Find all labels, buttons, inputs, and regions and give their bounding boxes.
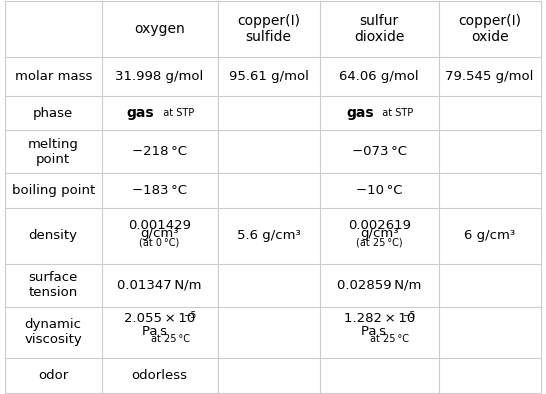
Text: molar mass: molar mass xyxy=(15,70,92,83)
Text: (at 0 °C): (at 0 °C) xyxy=(139,238,180,248)
Text: density: density xyxy=(29,229,78,242)
Text: copper(I)
sulfide: copper(I) sulfide xyxy=(237,14,300,45)
Text: at STP: at STP xyxy=(377,108,414,118)
Text: 2.055 × 10: 2.055 × 10 xyxy=(124,312,195,325)
Text: −073 °C: −073 °C xyxy=(352,145,407,158)
Text: 79.545 g/mol: 79.545 g/mol xyxy=(446,70,534,83)
Text: 0.001429: 0.001429 xyxy=(128,219,191,232)
Text: 64.06 g/mol: 64.06 g/mol xyxy=(340,70,419,83)
Text: 95.61 g/mol: 95.61 g/mol xyxy=(229,70,308,83)
Text: gas: gas xyxy=(346,106,374,120)
Text: −218 °C: −218 °C xyxy=(132,145,187,158)
Text: phase: phase xyxy=(33,107,73,120)
Text: at STP: at STP xyxy=(157,108,194,118)
Text: boiling point: boiling point xyxy=(11,184,95,197)
Text: 31.998 g/mol: 31.998 g/mol xyxy=(115,70,204,83)
Text: melting
point: melting point xyxy=(28,138,79,166)
Text: at 25 °C: at 25 °C xyxy=(151,334,190,344)
Text: copper(I)
oxide: copper(I) oxide xyxy=(458,14,521,45)
Text: 6 g/cm³: 6 g/cm³ xyxy=(464,229,515,242)
Text: at 25 °C: at 25 °C xyxy=(370,334,410,344)
Text: (at 25 °C): (at 25 °C) xyxy=(356,238,402,248)
Text: 0.002619: 0.002619 xyxy=(348,219,411,232)
Text: surface
tension: surface tension xyxy=(28,271,78,299)
Text: 0.01347 N/m: 0.01347 N/m xyxy=(117,279,202,292)
Text: 1.282 × 10: 1.282 × 10 xyxy=(343,312,415,325)
Text: dynamic
viscosity: dynamic viscosity xyxy=(25,318,82,346)
Text: g/cm³: g/cm³ xyxy=(140,227,179,240)
Text: Pa s: Pa s xyxy=(361,325,387,338)
Text: Pa s: Pa s xyxy=(141,325,167,338)
Text: gas: gas xyxy=(127,106,154,120)
Text: −183 °C: −183 °C xyxy=(132,184,187,197)
Text: −5: −5 xyxy=(182,311,196,320)
Text: g/cm³: g/cm³ xyxy=(360,227,399,240)
Text: odorless: odorless xyxy=(132,369,187,382)
Text: sulfur
dioxide: sulfur dioxide xyxy=(354,14,405,45)
Text: 0.02859 N/m: 0.02859 N/m xyxy=(337,279,422,292)
Text: −5: −5 xyxy=(402,311,416,320)
Text: 5.6 g/cm³: 5.6 g/cm³ xyxy=(237,229,300,242)
Text: oxygen: oxygen xyxy=(134,22,185,36)
Text: −10 °C: −10 °C xyxy=(356,184,402,197)
Text: odor: odor xyxy=(38,369,68,382)
